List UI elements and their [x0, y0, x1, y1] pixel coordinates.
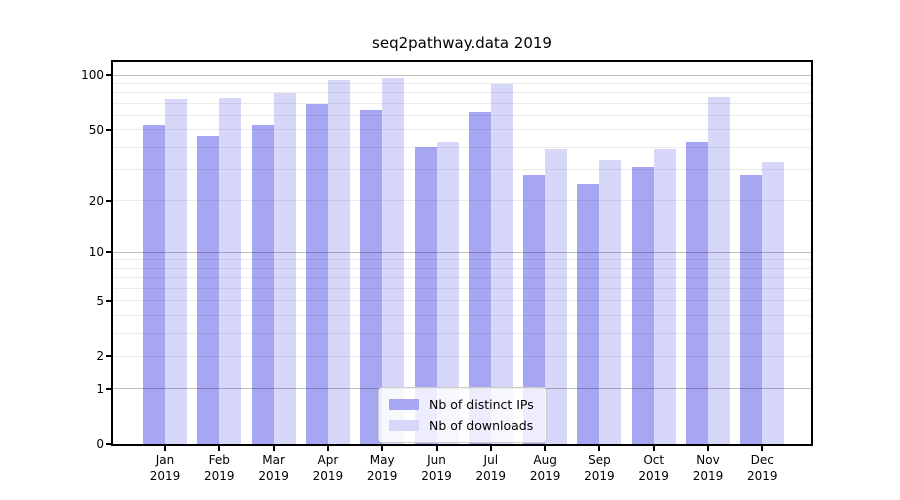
x-tick-label-may: May 2019 [366, 453, 398, 483]
bar-downloads-nov [708, 96, 730, 444]
legend: Nb of distinct IPs Nb of downloads [378, 387, 547, 443]
legend-label: Nb of distinct IPs [429, 397, 534, 412]
y-tick-mark [106, 355, 111, 358]
legend-label: Nb of downloads [429, 418, 534, 433]
y-tick-mark [106, 387, 111, 390]
y-tick-label: 20 [88, 193, 104, 208]
bars-layer [113, 62, 811, 444]
bar-distinct-ips-apr [305, 104, 328, 444]
bar-distinct-ips-mar [251, 125, 274, 444]
x-tick-label-apr: Apr 2019 [312, 453, 344, 483]
bar-distinct-ips-feb [197, 136, 220, 444]
bar-downloads-dec [762, 162, 785, 444]
x-tick-mark [218, 446, 221, 451]
x-tick-mark [326, 446, 329, 451]
x-tick-label-aug: Aug 2019 [529, 453, 561, 483]
bar-distinct-ips-jun [414, 147, 437, 444]
bar-downloads-sep [599, 159, 622, 444]
x-tick-mark [707, 446, 709, 451]
plot-area: Nb of distinct IPs Nb of downloads [111, 60, 813, 446]
bar-distinct-ips-dec [740, 174, 763, 444]
bar-distinct-ips-jan [143, 125, 165, 444]
x-tick-mark [435, 446, 438, 451]
y-tick-label: 50 [88, 122, 104, 137]
bar-distinct-ips-nov [686, 141, 708, 444]
x-tick-label-jan: Jan 2019 [149, 453, 181, 483]
bar-downloads-apr [327, 80, 350, 444]
y-tick-mark [106, 443, 111, 445]
bar-distinct-ips-may [360, 110, 383, 444]
x-tick-mark [761, 446, 764, 451]
bar-distinct-ips-oct [631, 166, 654, 444]
y-tick-mark [106, 74, 111, 77]
legend-swatch-icon [389, 399, 419, 410]
x-tick-mark [381, 446, 384, 451]
y-tick-label: 10 [88, 245, 104, 260]
chart-title: seq2pathway.data 2019 [372, 34, 552, 52]
x-tick-mark [598, 446, 601, 451]
bar-downloads-jun [436, 141, 459, 444]
x-tick-mark [489, 446, 492, 451]
x-tick-mark [272, 446, 275, 451]
bar-distinct-ips-aug [523, 174, 546, 444]
y-tick-label: 100 [81, 68, 104, 83]
x-tick-label-feb: Feb 2019 [204, 453, 235, 483]
y-tick-label: 2 [96, 349, 104, 364]
bar-downloads-may [382, 78, 405, 444]
x-tick-mark [544, 446, 547, 451]
bar-downloads-aug [545, 149, 568, 444]
bar-distinct-ips-sep [577, 183, 600, 444]
x-tick-label-oct: Oct 2019 [638, 453, 669, 483]
legend-item: Nb of downloads [389, 415, 534, 436]
x-tick-mark [164, 446, 166, 451]
x-tick-label-jun: Jun 2019 [421, 453, 452, 483]
x-tick-label-nov: Nov 2019 [692, 453, 724, 483]
x-tick-label-mar: Mar 2019 [258, 453, 289, 483]
bar-downloads-jan [165, 98, 187, 444]
y-tick-mark [106, 251, 111, 254]
x-tick-label-jul: Jul 2019 [475, 453, 507, 483]
legend-swatch-icon [389, 420, 419, 431]
legend-item: Nb of distinct IPs [389, 394, 534, 415]
bar-distinct-ips-jul [468, 111, 491, 444]
bar-downloads-oct [653, 149, 676, 444]
bar-downloads-feb [219, 97, 242, 444]
x-tick-label-sep: Sep 2019 [584, 453, 615, 483]
y-tick-label: 1 [96, 381, 104, 396]
bar-downloads-jul [490, 84, 513, 444]
y-tick-mark [106, 128, 111, 131]
x-tick-mark [652, 446, 655, 451]
y-tick-mark [106, 299, 111, 302]
bar-downloads-mar [273, 92, 296, 444]
y-tick-label: 0 [96, 437, 104, 451]
y-tick-mark [106, 199, 111, 202]
y-tick-label: 5 [96, 293, 104, 308]
x-tick-label-dec: Dec 2019 [747, 453, 778, 483]
